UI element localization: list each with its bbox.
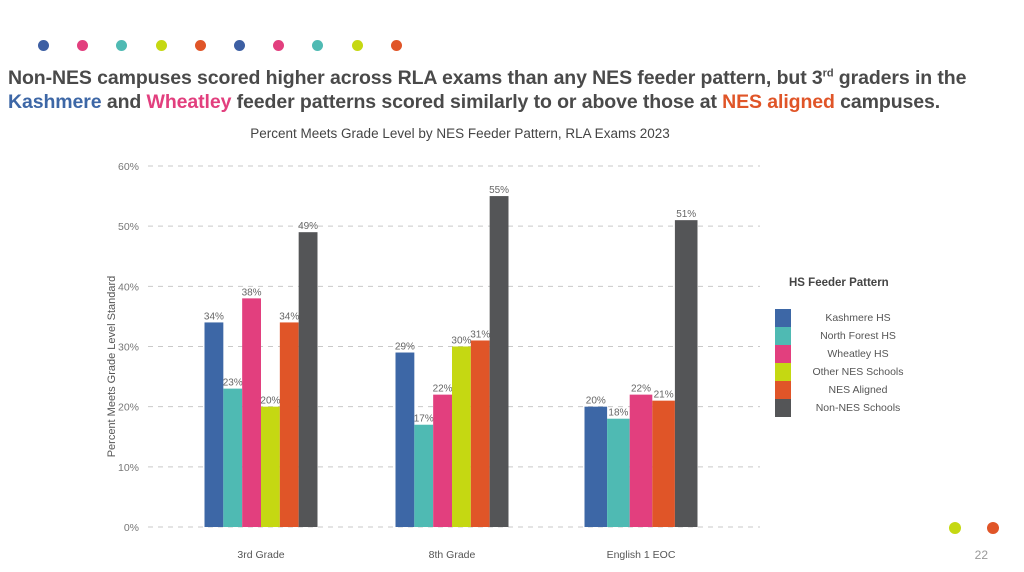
legend-swatch — [775, 399, 791, 417]
bar-kashmere-hs — [204, 322, 224, 527]
legend-item: Wheatley HS — [775, 345, 935, 363]
data-label: 20% — [260, 396, 280, 407]
headline-text-3: and — [101, 91, 147, 113]
y-tick-label: 30% — [118, 342, 139, 354]
y-tick-label: 40% — [118, 281, 139, 293]
bar-other-nes-schools — [452, 346, 471, 527]
y-tick-label: 50% — [118, 221, 139, 233]
headline-text-2: graders in the — [833, 67, 967, 89]
bar-wheatley-hs — [242, 298, 261, 527]
legend-label: North Forest HS — [820, 330, 896, 342]
chart-legend: HS Feeder Pattern Kashmere HS North Fores… — [775, 277, 935, 417]
decorative-dot — [194, 40, 206, 51]
headline-superscript: rd — [822, 67, 834, 80]
legend-item: North Forest HS — [775, 327, 935, 345]
bar-north-forest-hs — [607, 418, 630, 527]
chart-title: Percent Meets Grade Level by NES Feeder … — [250, 126, 670, 141]
bar-nes-aligned — [652, 400, 675, 527]
headline-text-5: campuses. — [834, 91, 941, 113]
y-tick-label: 60% — [118, 161, 139, 173]
legend-item: Non-NES Schools — [775, 399, 935, 417]
data-label: 38% — [242, 287, 262, 298]
legend-label: Kashmere HS — [825, 312, 891, 324]
bar-wheatley-hs — [433, 394, 452, 527]
data-label: 21% — [654, 390, 674, 401]
legend-label: Other NES Schools — [812, 366, 904, 378]
data-label: 51% — [676, 209, 696, 220]
data-label: 29% — [395, 342, 415, 353]
headline-text-1: Non-NES campuses scored higher across RL… — [8, 67, 823, 89]
decorative-dot — [312, 40, 324, 51]
y-tick-label: 20% — [118, 402, 139, 414]
bar-nes-aligned — [279, 322, 299, 527]
data-label: 17% — [414, 414, 434, 425]
bar-kashmere-hs — [395, 352, 415, 527]
x-tick-label: 3rd Grade — [237, 549, 284, 561]
legend-item: NES Aligned — [775, 381, 935, 399]
y-tick-label: 0% — [124, 522, 139, 534]
legend-swatch — [775, 363, 791, 381]
data-label: 55% — [489, 185, 509, 196]
corner-dot — [949, 522, 961, 534]
bar-non-nes-schools — [674, 220, 698, 527]
page-number: 22 — [974, 548, 988, 562]
decorative-dot — [351, 40, 363, 51]
bar-other-nes-schools — [261, 406, 280, 527]
legend-label: NES Aligned — [828, 384, 888, 396]
legend-swatch — [775, 309, 791, 327]
legend-item: Other NES Schools — [775, 363, 935, 381]
legend-swatch — [775, 381, 791, 399]
decorative-dot — [77, 40, 89, 51]
legend-swatch — [775, 345, 791, 363]
bar-north-forest-hs — [414, 424, 434, 527]
data-label: 30% — [451, 336, 471, 347]
headline-nes-aligned: NES aligned — [722, 91, 835, 113]
data-label: 18% — [608, 408, 628, 419]
bar-wheatley-hs — [629, 394, 653, 527]
data-label: 34% — [279, 311, 299, 322]
decorative-dot — [390, 40, 402, 51]
bar-north-forest-hs — [223, 388, 243, 527]
y-tick-label: 10% — [118, 462, 139, 474]
data-label: 20% — [586, 396, 606, 407]
decorative-dot — [234, 40, 245, 51]
data-label: 49% — [298, 221, 318, 232]
corner-dot — [987, 522, 999, 534]
decorative-dot — [155, 40, 167, 51]
legend-label: Non-NES Schools — [815, 402, 901, 414]
decorative-dot — [116, 40, 128, 51]
data-label: 22% — [433, 384, 453, 395]
decorative-dot — [38, 40, 49, 51]
x-tick-label: 8th Grade — [429, 549, 476, 561]
decorative-dot — [273, 40, 285, 51]
bar-nes-aligned — [470, 340, 490, 527]
bar-kashmere-hs — [584, 406, 608, 527]
headline-wheatley: Wheatley — [146, 91, 232, 113]
bar-non-nes-schools — [489, 196, 509, 528]
x-tick-label: English 1 EOC — [607, 549, 676, 561]
y-axis-label: Percent Meets Grade Level Standard — [106, 276, 118, 458]
legend-label: Wheatley HS — [827, 348, 889, 360]
bar-non-nes-schools — [298, 232, 318, 527]
data-label: 23% — [223, 378, 243, 389]
data-label: 34% — [204, 311, 224, 322]
headline-text-4: feeder patterns scored similarly to or a… — [231, 91, 723, 113]
legend-title: HS Feeder Pattern — [789, 277, 889, 289]
decorative-dots — [0, 40, 420, 54]
legend-item: Kashmere HS — [775, 309, 935, 327]
data-label: 31% — [470, 329, 490, 340]
headline-kashmere: Kashmere — [8, 91, 102, 113]
legend-swatch — [775, 327, 791, 345]
data-label: 22% — [631, 384, 651, 395]
slide-headline: Non-NES campuses scored higher across RL… — [8, 66, 1024, 114]
